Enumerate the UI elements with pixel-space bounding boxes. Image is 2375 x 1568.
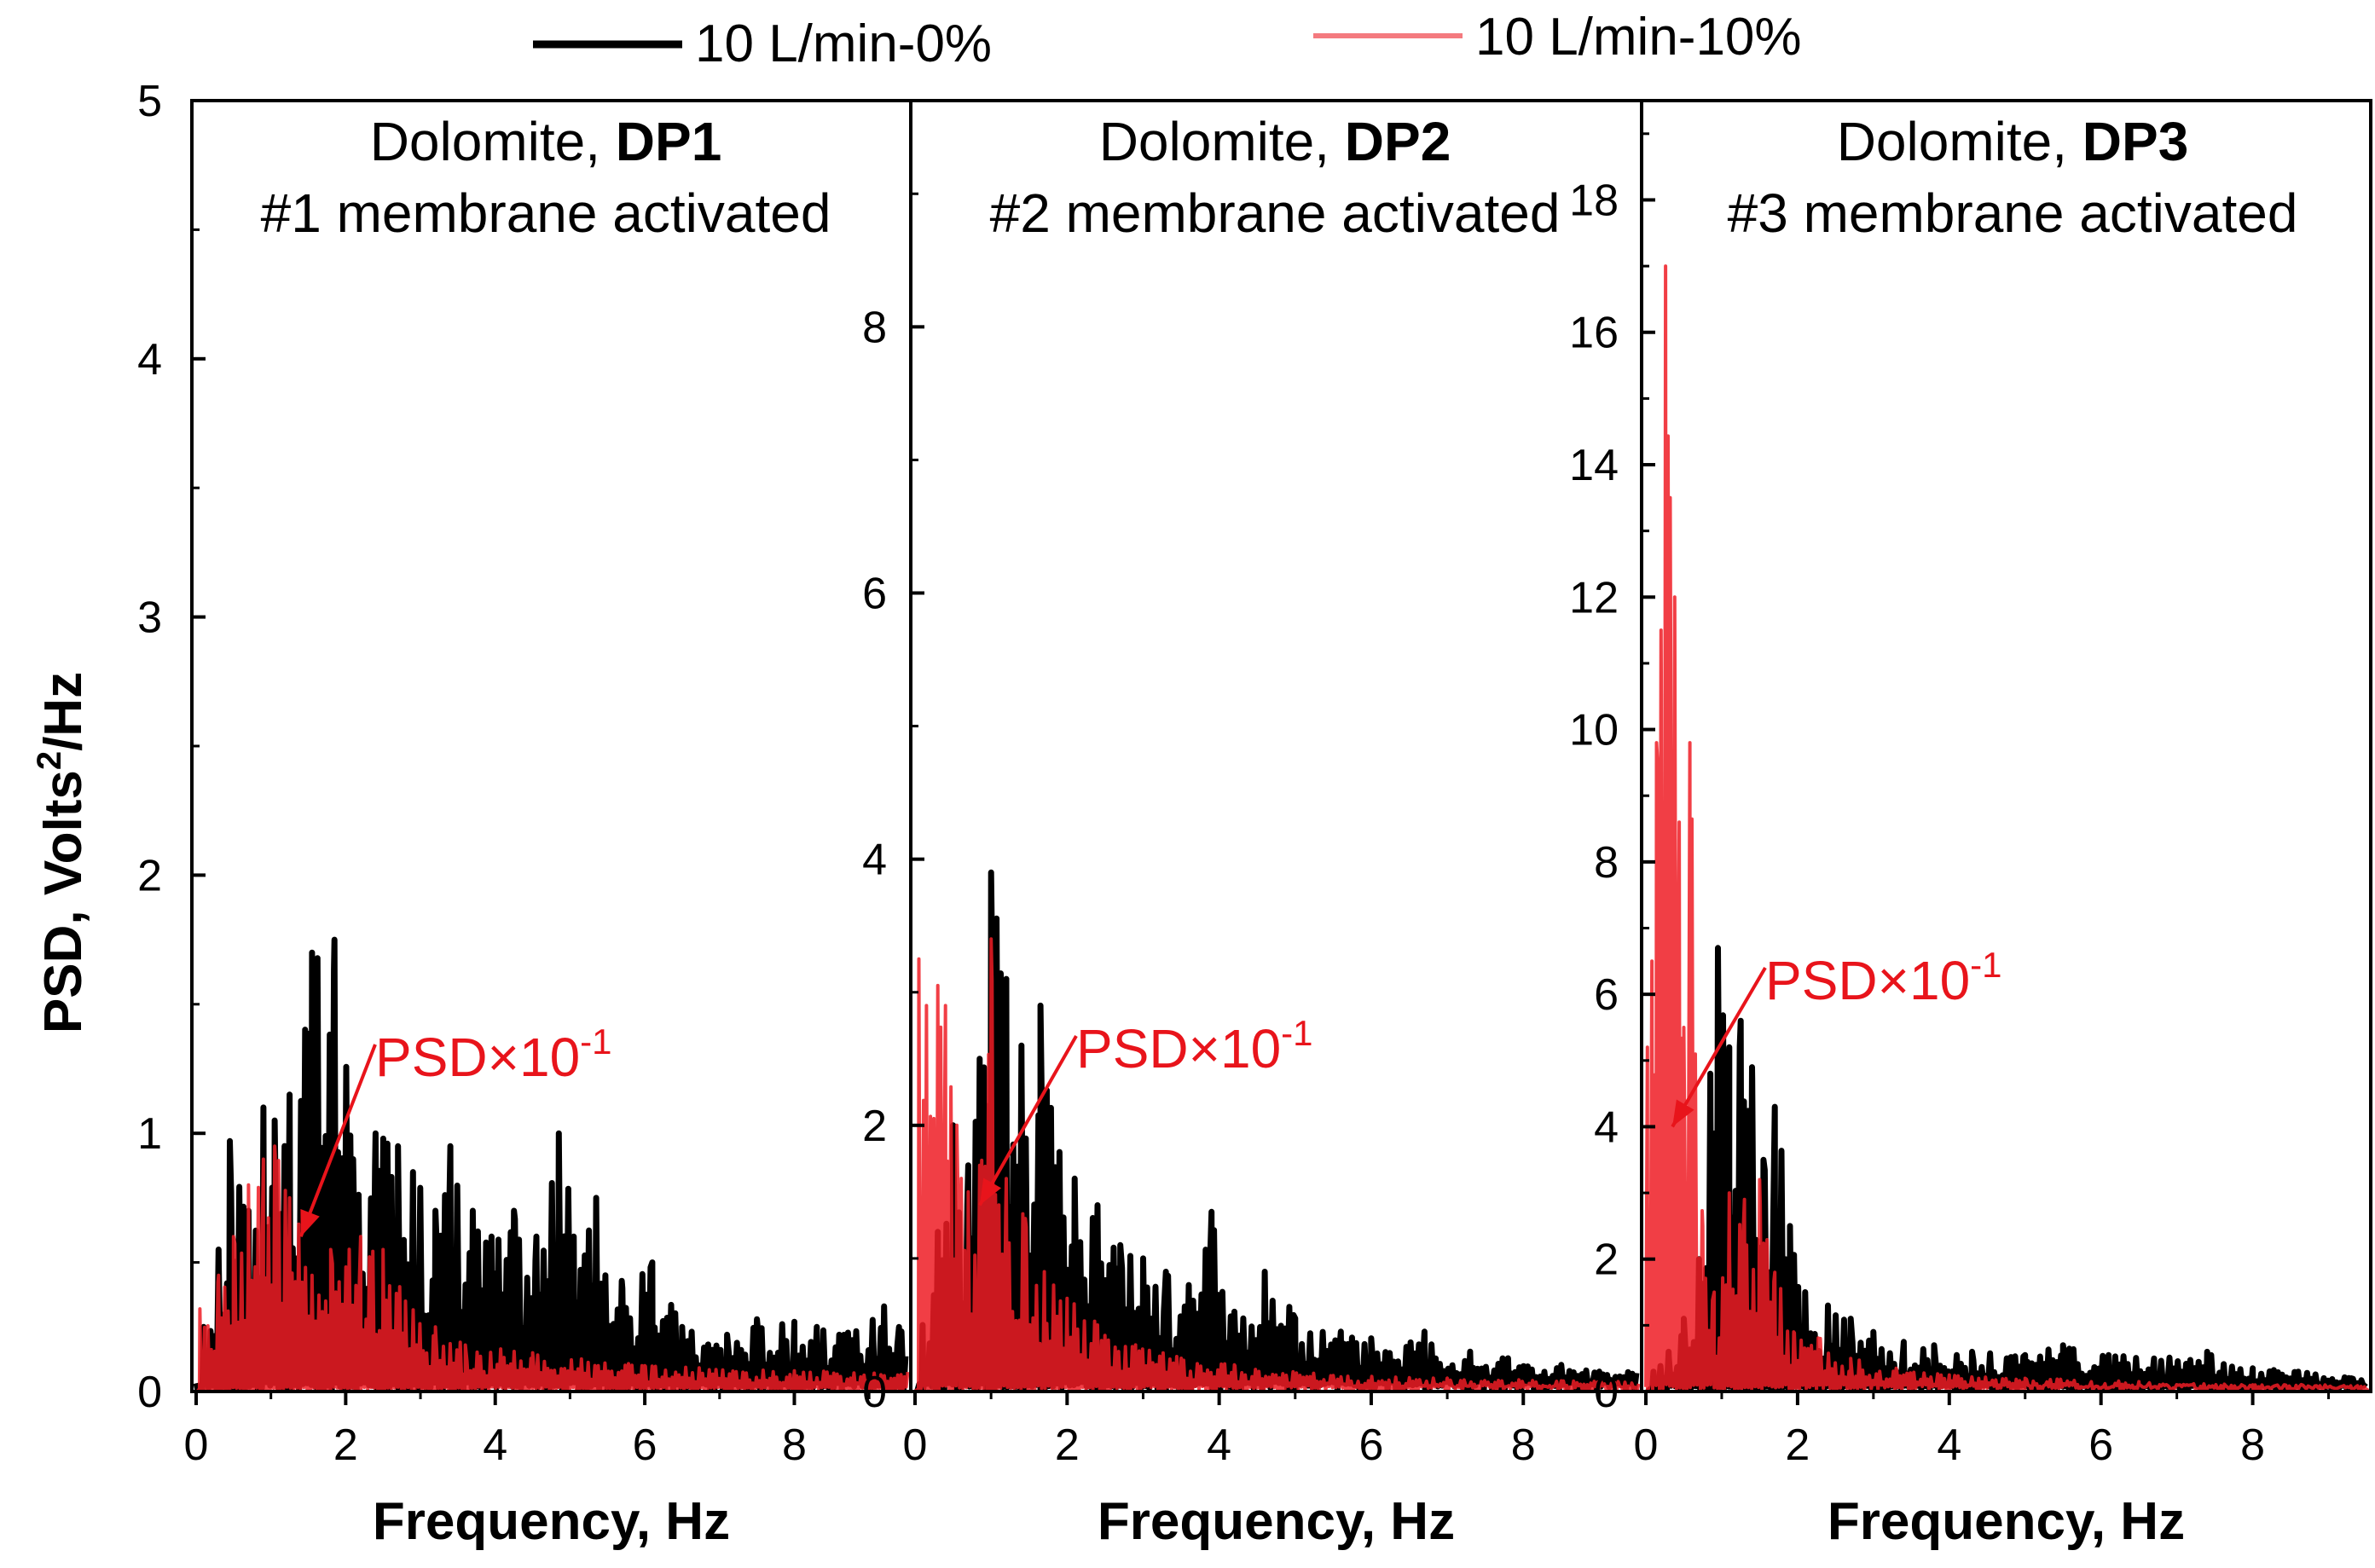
- annotation-main: PSD×10: [375, 1027, 580, 1088]
- y-tick-label: 3: [137, 593, 162, 643]
- x-tick-label: 4: [1937, 1420, 1961, 1470]
- legend-label-0pct: 10 L/min-0%: [695, 14, 992, 73]
- x-tick-label: 4: [483, 1420, 507, 1470]
- panel-title: Dolomite, DP2: [1099, 111, 1451, 172]
- x-tick-label: 8: [2240, 1420, 2265, 1470]
- plot-area: [193, 936, 910, 1392]
- y-tick-label: 0: [137, 1368, 162, 1417]
- x-tick-label: 4: [1207, 1420, 1231, 1470]
- annotation-arrow-shaft: [1671, 966, 1767, 1128]
- y-tick-label: 12: [1569, 573, 1619, 622]
- annotation-main: PSD×10: [1765, 950, 1970, 1011]
- y-axis-title-tail: /Hz: [34, 672, 93, 751]
- annotation-arrow: [298, 1044, 377, 1238]
- panel-title: Dolomite, DP1: [370, 111, 722, 172]
- annotation-arrow-head: [300, 1209, 320, 1237]
- x-tick-label: 0: [903, 1420, 928, 1470]
- x-tick-label: 0: [1634, 1420, 1659, 1470]
- y-tick-label: 2: [1594, 1235, 1619, 1285]
- panel-subtitle: #1 membrane activated: [261, 182, 831, 244]
- x-axis-title: Frequency, Hz: [373, 1492, 730, 1551]
- y-tick-label: 14: [1569, 441, 1619, 490]
- y-tick-label: 5: [137, 77, 162, 126]
- x-tick-label: 0: [184, 1420, 209, 1470]
- y-tick-label: 10: [1569, 706, 1619, 755]
- panel-title-bold: DP1: [616, 111, 722, 172]
- panel-title: Dolomite, DP3: [1837, 111, 2189, 172]
- y-tick-label: 0: [862, 1368, 887, 1417]
- y-tick-label: 8: [862, 303, 887, 352]
- x-tick-label: 8: [1511, 1420, 1536, 1470]
- x-tick-label: 2: [1785, 1420, 1810, 1470]
- panel-title-bold: DP2: [1345, 111, 1451, 172]
- y-tick-label: 2: [137, 851, 162, 900]
- annotation-arrow-head: [979, 1177, 1002, 1206]
- x-tick-label: 6: [633, 1420, 657, 1470]
- x-axis-title: Frequency, Hz: [1828, 1492, 2185, 1551]
- panel-dp2: 0 2 4 6 8 0 2 4 6 8 Frequency, Hz Dolomite, DP2 #2 m…: [862, 99, 1643, 1551]
- x-tick-label: 6: [2088, 1420, 2113, 1470]
- panel-dp3: 0 2 4 6 8 0 2 4 6 8 10 12 14 16 18 Frequency, Hz Dolomit…: [1569, 99, 2372, 1551]
- annotation-sup: -1: [580, 1021, 611, 1062]
- x-tick-label: 2: [1055, 1420, 1080, 1470]
- plot-area: [913, 869, 1641, 1392]
- panel-subtitle: #3 membrane activated: [1728, 182, 2298, 244]
- panel-subtitle: #2 membrane activated: [990, 182, 1561, 244]
- annotation-text: PSD×10-1: [375, 1021, 612, 1088]
- annotation-arrow-head: [1672, 1099, 1694, 1127]
- y-tick-label: 18: [1569, 176, 1619, 225]
- series-line-10pct: [195, 1144, 910, 1392]
- series-line-10pct: [913, 937, 1641, 1392]
- series-line-0pct: [1643, 945, 2368, 1392]
- annotation-sup: -1: [1970, 945, 2001, 985]
- x-axis-title: Frequency, Hz: [1098, 1492, 1455, 1551]
- y-axis-title-sup: 2: [31, 751, 68, 770]
- y-tick-label: 6: [862, 570, 887, 619]
- plot-area: [1643, 264, 2370, 1392]
- y-tick-label: 16: [1569, 309, 1619, 358]
- panel-title-bold: DP3: [2082, 111, 2189, 172]
- y-tick-label: 6: [1594, 970, 1619, 1020]
- annotation-text: PSD×10-1: [1076, 1013, 1313, 1079]
- legend-label-10pct: 10 L/min-10%: [1475, 8, 1802, 67]
- annotation-arrow: [978, 1035, 1078, 1206]
- y-tick-label: 4: [1594, 1102, 1619, 1152]
- panel-title-prefix: Dolomite,: [370, 111, 616, 172]
- panel-frame: [1640, 99, 2372, 1393]
- x-tick-label: 2: [333, 1420, 358, 1470]
- annotation-arrow-shaft: [978, 1035, 1078, 1206]
- y-tick-label: 4: [137, 335, 162, 385]
- y-tick-label: 1: [137, 1109, 162, 1159]
- y-tick-label: 0: [1594, 1368, 1619, 1417]
- panel-title-prefix: Dolomite,: [1099, 111, 1345, 172]
- panel-title-prefix: Dolomite,: [1837, 111, 2082, 172]
- x-tick-label: 6: [1358, 1420, 1383, 1470]
- annotation-arrow: [1671, 966, 1767, 1128]
- x-tick-label: 8: [782, 1420, 807, 1470]
- annotation-text: PSD×10-1: [1765, 945, 2002, 1011]
- y-tick-label: 4: [862, 836, 887, 885]
- annotation-arrow-shaft: [298, 1044, 377, 1238]
- y-tick-label: 8: [1594, 838, 1619, 888]
- annotation-sup: -1: [1281, 1013, 1312, 1053]
- series-line-10pct: [1644, 264, 2370, 1392]
- y-axis-title-main: PSD, Volts: [34, 770, 93, 1033]
- y-tick-label: 2: [862, 1102, 887, 1151]
- annotation-main: PSD×10: [1076, 1018, 1281, 1079]
- panel-dp1: 0 2 4 6 8 0 1 2 3 4 5 Frequency, Hz Dolomite, DP1 #1 …: [137, 77, 912, 1551]
- y-axis-title: PSD, Volts2/Hz: [31, 672, 93, 1033]
- legend: 10 L/min-0% 10 L/min-10%: [533, 8, 1802, 73]
